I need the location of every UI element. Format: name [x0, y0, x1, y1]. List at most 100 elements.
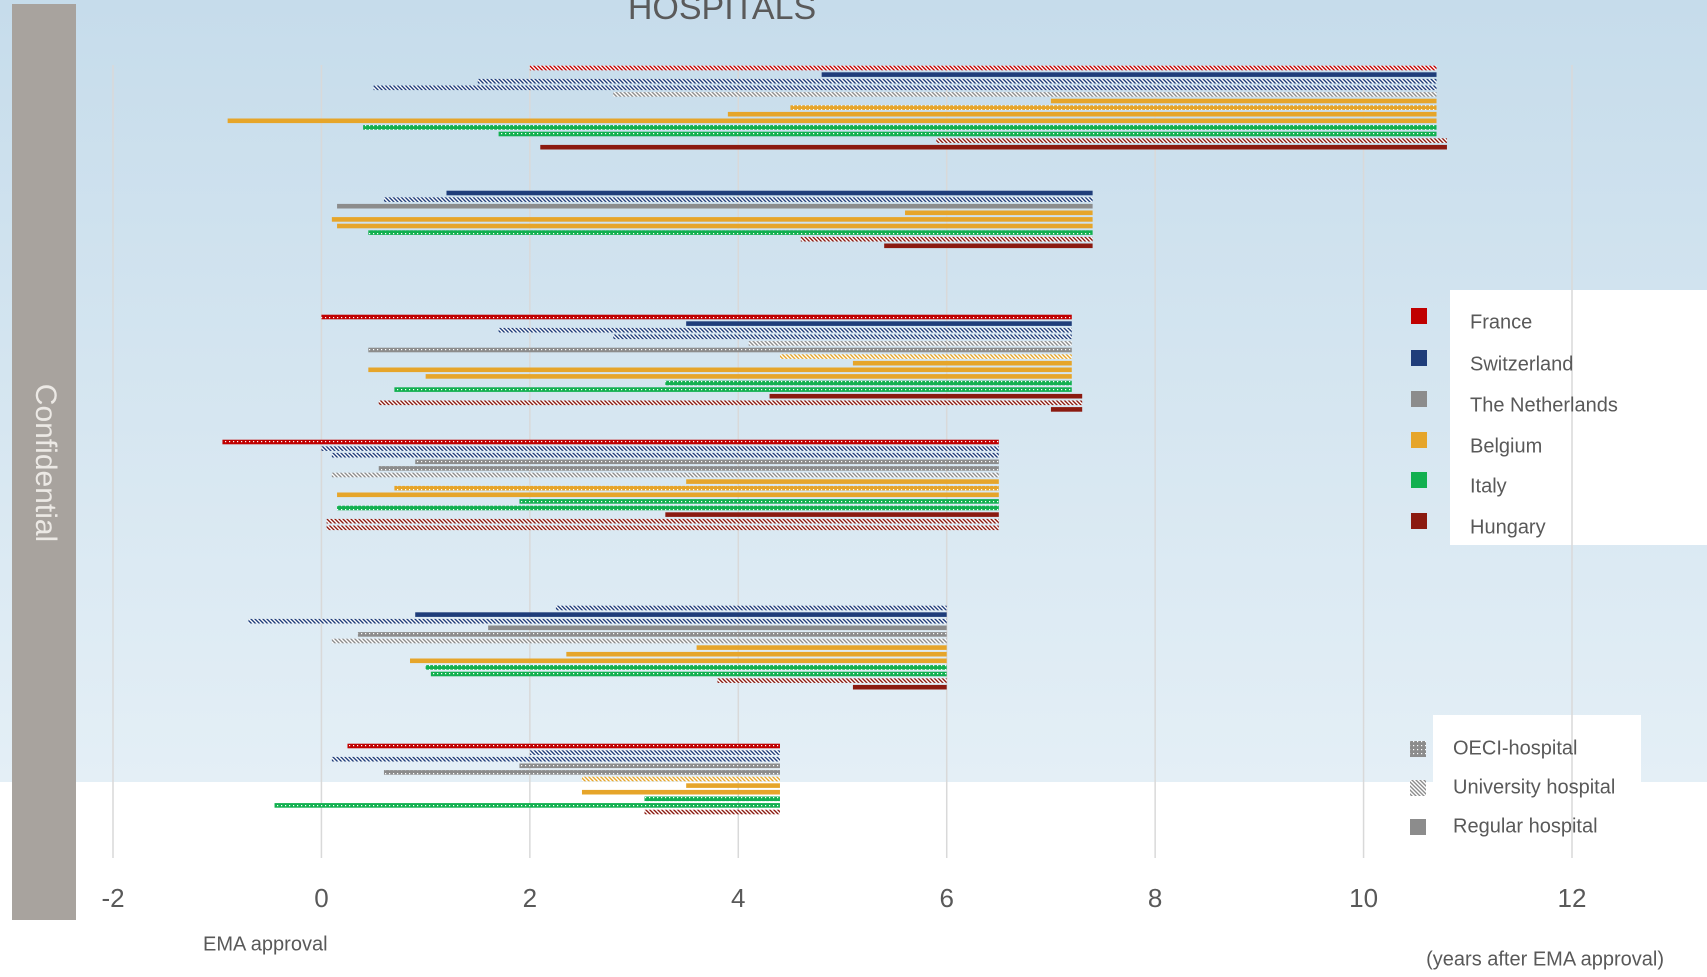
- legend-label: Belgium: [1470, 435, 1542, 457]
- legend-label: The Netherlands: [1470, 394, 1618, 416]
- bar: [227, 118, 1437, 124]
- legend-swatch: [1411, 472, 1427, 488]
- x-note: EMA approval: [203, 933, 328, 955]
- x-tick-label: 10: [1349, 883, 1378, 913]
- watermark: Confidential: [29, 384, 62, 542]
- legend-label: Regular hospital: [1453, 815, 1598, 837]
- bar: [331, 217, 1093, 222]
- bar: [425, 374, 1072, 379]
- bar: [884, 243, 1093, 249]
- legend-swatch: [1411, 391, 1427, 407]
- bar: [368, 367, 1072, 373]
- bar: [331, 638, 947, 644]
- bar: [519, 499, 999, 504]
- bar: [274, 803, 780, 808]
- bar: [540, 144, 1447, 150]
- bar: [936, 138, 1447, 143]
- bar: [581, 789, 780, 795]
- legend-label: OECI-hospital: [1453, 737, 1578, 759]
- legend-swatch: [1411, 513, 1427, 529]
- bar: [529, 750, 780, 755]
- bar: [337, 492, 999, 498]
- bar: [337, 203, 1093, 209]
- bar: [488, 625, 947, 631]
- x-tick-label: 8: [1148, 883, 1162, 913]
- bar: [790, 105, 1437, 110]
- legend-label: France: [1470, 311, 1532, 333]
- x-tick-label: 12: [1558, 883, 1587, 913]
- bar: [686, 321, 1072, 326]
- legend-label: Hungary: [1470, 516, 1546, 538]
- bar: [529, 65, 1437, 71]
- chart-title: HOSPITALS: [628, 0, 816, 27]
- bars: [222, 65, 1447, 815]
- bar: [363, 125, 1437, 130]
- legend-swatch: [1410, 819, 1426, 835]
- bar: [821, 72, 1437, 77]
- bar: [800, 236, 1093, 242]
- bar: [222, 439, 999, 445]
- bar: [477, 78, 1437, 84]
- legend-swatch: [1411, 350, 1427, 366]
- bar: [446, 190, 1093, 196]
- legend-box: [1450, 290, 1707, 545]
- bar: [1050, 98, 1437, 104]
- bar: [378, 466, 999, 471]
- bar: [425, 665, 947, 670]
- legend: France Switzerland The Netherlands Belgium I…: [1410, 308, 1618, 837]
- bar: [779, 354, 1072, 359]
- legend-swatch: [1410, 741, 1426, 757]
- bar: [498, 131, 1437, 137]
- grid: -2 0 2 4 6 8 10 12: [101, 65, 1586, 913]
- bar: [686, 783, 780, 788]
- bar: [331, 452, 999, 458]
- legend-label: Switzerland: [1470, 353, 1573, 375]
- bar: [696, 645, 947, 650]
- x-tick-label: 0: [314, 883, 328, 913]
- legend-label: Italy: [1470, 475, 1507, 497]
- bar: [613, 334, 1072, 340]
- bar: [368, 347, 1072, 353]
- bar: [519, 763, 780, 769]
- bar: [430, 671, 947, 677]
- bar: [347, 743, 780, 749]
- bar: [326, 518, 999, 524]
- bar: [378, 400, 1083, 406]
- bar: [665, 512, 999, 517]
- bar: [1050, 407, 1083, 412]
- bar: [566, 651, 947, 657]
- bar: [394, 485, 999, 491]
- x-axis-unit: (years after EMA approval): [1426, 948, 1664, 970]
- bar: [248, 618, 947, 624]
- bar: [357, 632, 947, 637]
- bar: [321, 446, 999, 451]
- bar: [368, 230, 1093, 235]
- legend-swatch: [1411, 432, 1427, 448]
- bar: [748, 341, 1072, 346]
- bar: [644, 809, 780, 815]
- bar: [331, 472, 999, 478]
- bar: [337, 223, 1093, 229]
- bar: [581, 776, 780, 782]
- bar: [665, 380, 1072, 386]
- bar: [727, 111, 1437, 117]
- bar: [769, 393, 1083, 399]
- legend-label: University hospital: [1453, 776, 1615, 798]
- x-tick-label: 6: [939, 883, 953, 913]
- bar: [644, 796, 780, 802]
- bar: [852, 360, 1072, 366]
- bar: [326, 525, 999, 531]
- confidential-band: [12, 4, 76, 920]
- bar: [337, 505, 999, 511]
- bar: [613, 92, 1437, 97]
- bar: [717, 678, 947, 683]
- bar: [383, 197, 1093, 202]
- bar: [331, 756, 780, 762]
- x-tick-label: 4: [731, 883, 745, 913]
- bar: [498, 327, 1072, 333]
- bar: [373, 85, 1437, 91]
- legend-box: [1433, 715, 1641, 785]
- bar: [555, 605, 947, 611]
- bar: [410, 658, 947, 664]
